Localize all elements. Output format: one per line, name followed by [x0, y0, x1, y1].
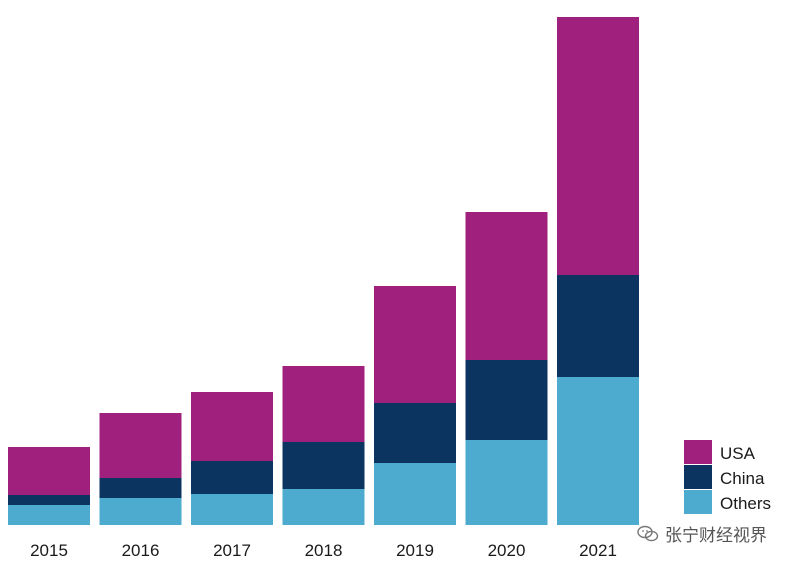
bar-china-2015 — [8, 495, 90, 505]
bar-others-2016 — [99, 498, 182, 525]
bar-usa-2015 — [8, 447, 90, 495]
legend-label-usa: USA — [720, 444, 756, 463]
legend-label-china: China — [720, 469, 765, 488]
bar-usa-2019 — [374, 286, 456, 403]
legend-swatch-usa — [684, 440, 712, 464]
bar-usa-2016 — [99, 413, 182, 478]
bar-china-2018 — [282, 442, 365, 489]
bar-others-2018 — [282, 489, 365, 525]
bar-china-2021 — [557, 275, 639, 377]
x-tick-label: 2018 — [305, 541, 343, 560]
bar-usa-2017 — [191, 392, 273, 461]
x-tick-label: 2015 — [30, 541, 68, 560]
watermark: 张宁财经视界 — [637, 521, 767, 546]
bar-china-2016 — [99, 478, 182, 498]
bar-others-2017 — [191, 494, 273, 525]
legend-swatch-others — [684, 490, 712, 514]
bar-china-2019 — [374, 403, 456, 463]
bar-usa-2018 — [282, 366, 365, 442]
x-tick-label: 2016 — [122, 541, 160, 560]
x-tick-label: 2019 — [396, 541, 434, 560]
wechat-icon — [637, 525, 659, 541]
bar-china-2017 — [191, 461, 273, 494]
bar-others-2020 — [465, 440, 548, 525]
watermark-text: 张宁财经视界 — [665, 526, 767, 546]
x-tick-label: 2017 — [213, 541, 251, 560]
bar-others-2019 — [374, 463, 456, 525]
x-tick-label: 2020 — [488, 541, 526, 560]
bar-usa-2021 — [557, 17, 639, 275]
legend-swatch-china — [684, 465, 712, 489]
bar-others-2021 — [557, 377, 639, 525]
bar-others-2015 — [8, 505, 90, 525]
legend-label-others: Others — [720, 494, 771, 513]
x-tick-label: 2021 — [579, 541, 617, 560]
bars-group — [8, 17, 639, 525]
x-axis-ticks: 2015 2016 2017 2018 2019 2020 2021 — [30, 541, 617, 560]
legend: USA China Others — [684, 440, 771, 514]
bar-china-2020 — [465, 360, 548, 440]
bar-usa-2020 — [465, 212, 548, 360]
